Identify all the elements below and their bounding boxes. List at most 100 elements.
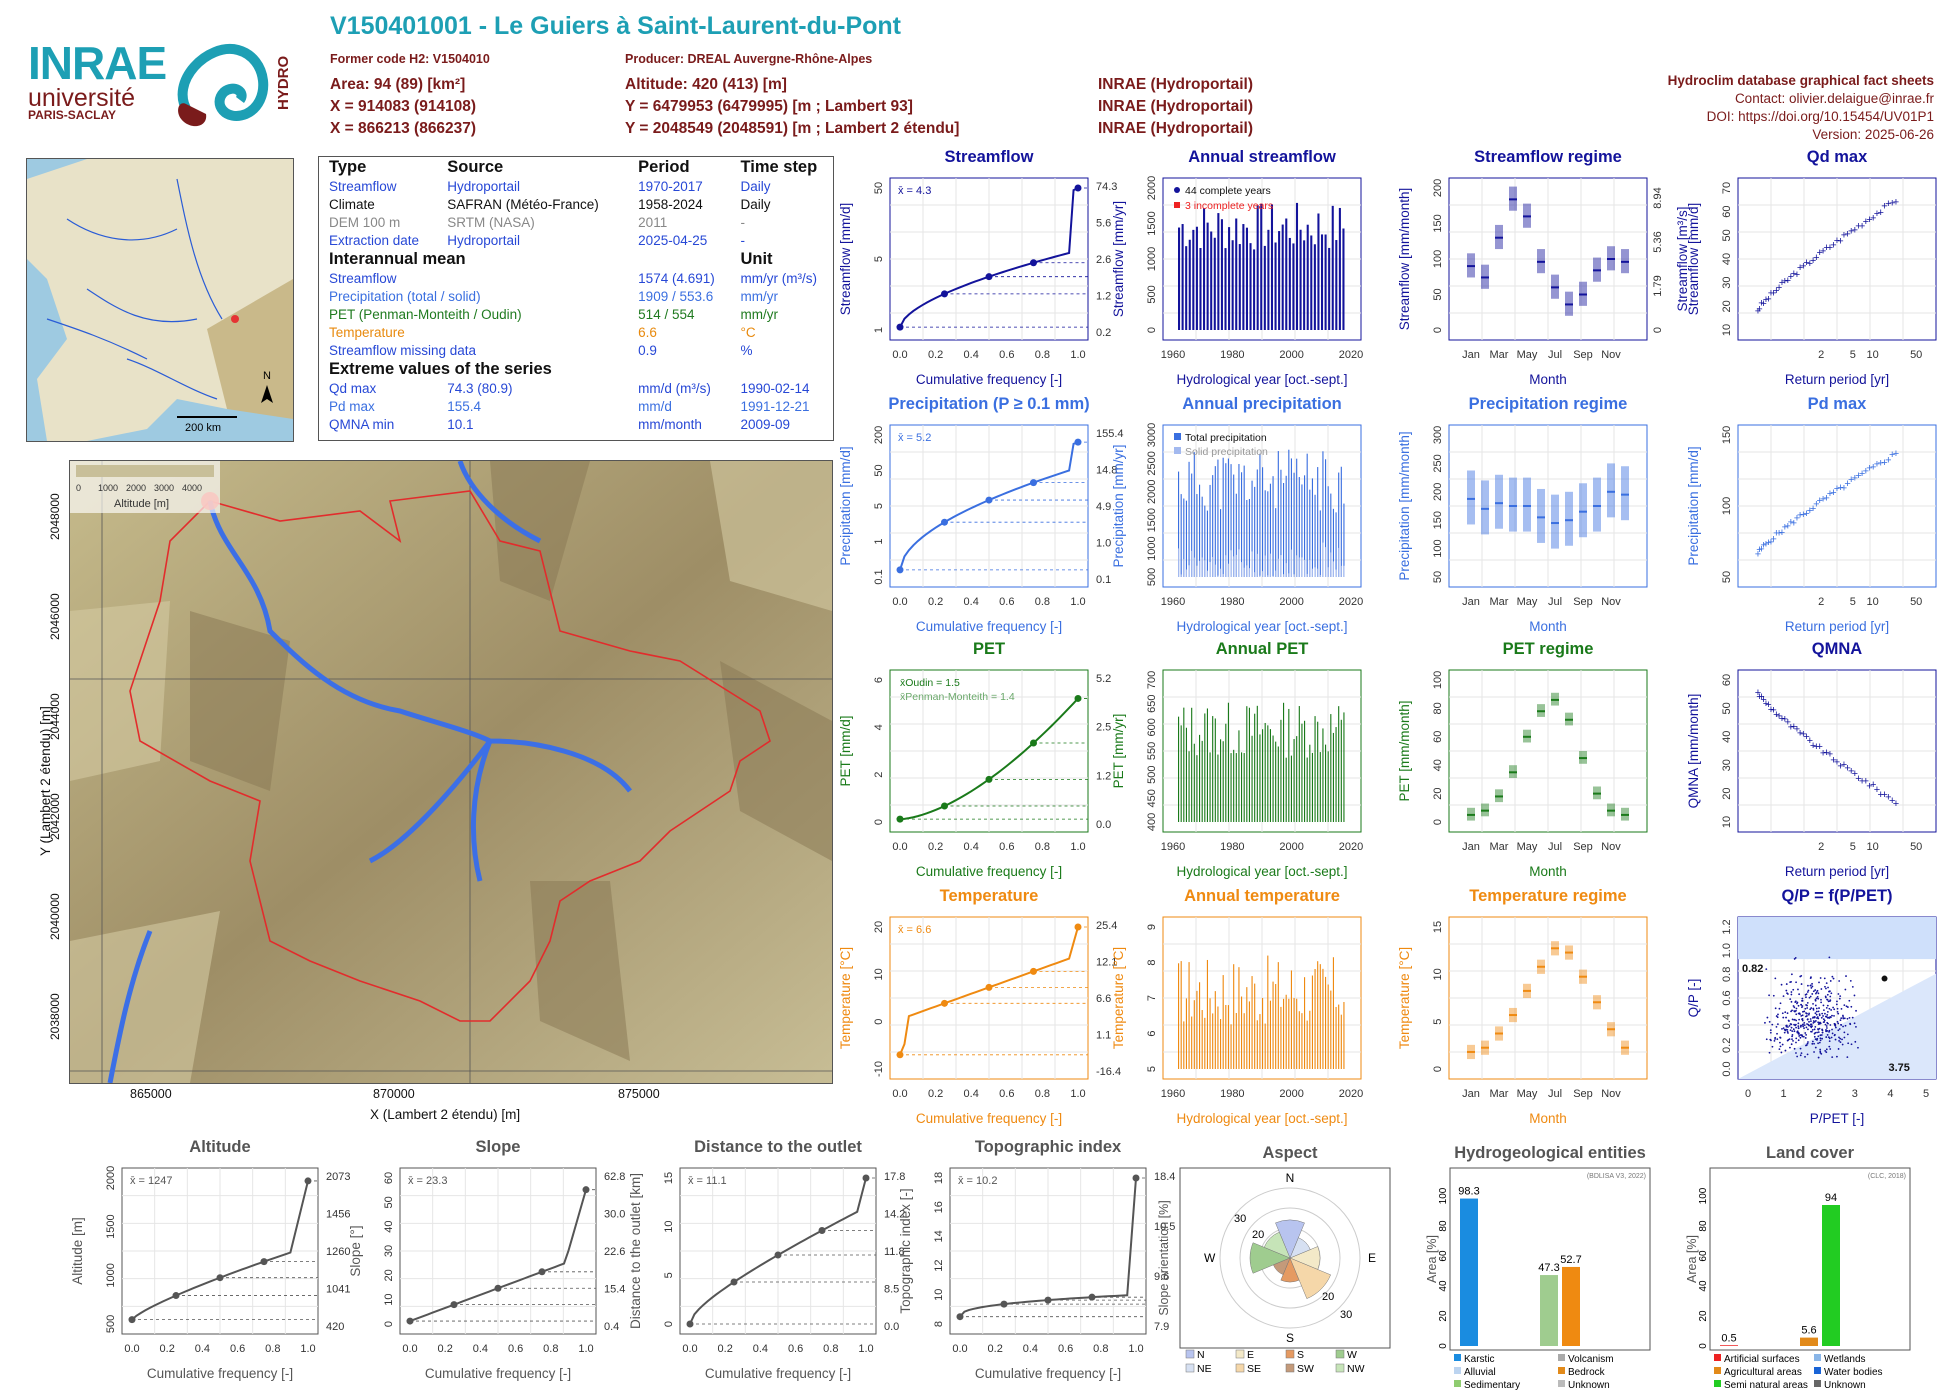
bar: [1285, 475, 1287, 577]
x-axis-label: Hydrological year [oct.-sept.]: [1176, 372, 1347, 387]
bar: [1264, 490, 1266, 577]
bar: [1246, 500, 1248, 577]
scatter-point: [1849, 1023, 1852, 1026]
x-tick-label: 0.8: [265, 1343, 280, 1355]
quantile-point: [582, 1186, 590, 1194]
bar-secondary: [1325, 547, 1327, 577]
bar: [1260, 203, 1263, 330]
y-tick-label: 50: [1432, 288, 1444, 300]
bar: [1241, 752, 1243, 822]
plot-area: [121, 1167, 319, 1335]
quantile-label: 155.4: [1096, 428, 1124, 440]
regime-box: [1495, 789, 1503, 803]
bar: [1199, 734, 1201, 822]
rp-point: +: [1866, 462, 1872, 474]
bar-secondary: [1178, 548, 1180, 577]
y-tick-label: 150: [1432, 214, 1444, 232]
legend-swatch: [1558, 1367, 1565, 1374]
scatter-point: [1813, 1028, 1816, 1031]
scatter-point: [1819, 1051, 1822, 1054]
bar: [1201, 496, 1203, 577]
bar: [1540, 1275, 1558, 1346]
scatter-point: [1794, 1023, 1797, 1026]
rp-point: +: [1841, 759, 1847, 771]
rp-point: +: [1817, 741, 1823, 753]
rp-point: +: [1794, 724, 1800, 736]
legend-swatch: [1714, 1367, 1721, 1374]
rose-ring: [1219, 1187, 1361, 1329]
scatter-point: [1790, 980, 1792, 983]
y-tick-label: 10: [663, 1221, 675, 1233]
cell: 1970-2017: [638, 178, 703, 194]
quantile-point: [1074, 694, 1082, 702]
x-tick-label: 0.2: [718, 1343, 733, 1355]
scatter-point: [1806, 1012, 1808, 1015]
scatter-point: [1801, 1034, 1803, 1037]
rp-point: +: [1863, 465, 1869, 477]
x-axis-label: Cumulative frequency [-]: [425, 1366, 571, 1381]
y-tick-label: -10: [873, 1061, 885, 1077]
rp-point: +: [1797, 728, 1803, 740]
catchment-map-svg: 0 1000 2000 3000 4000 Altitude [m]: [70, 461, 832, 1083]
x-axis-label: Month: [1529, 864, 1567, 879]
scatter-point: [1824, 1023, 1827, 1026]
regime-box: [1495, 224, 1503, 250]
x-tick-label: 2: [1818, 841, 1824, 853]
quantile-label: 0.0: [1096, 819, 1111, 831]
scatter-point: [1765, 1038, 1768, 1041]
scatter-point: [1816, 1031, 1818, 1034]
rp-point: +: [1776, 528, 1782, 540]
y-tick-label: 20: [1432, 787, 1444, 799]
quantile-label: 5.6: [1096, 218, 1111, 230]
rp-point: +: [1770, 534, 1776, 546]
rp-point: +: [1776, 711, 1782, 723]
scatter-point: [1842, 1025, 1844, 1028]
legend-tick: 2000: [126, 483, 146, 493]
bar: [1277, 746, 1279, 822]
bar: [1293, 472, 1295, 577]
scatter-point: [1843, 1031, 1846, 1034]
y-tick-label: 20: [873, 921, 885, 933]
quantile-point: [1044, 1296, 1052, 1304]
scatter-point: [1800, 1034, 1803, 1036]
bar: [1243, 1013, 1245, 1069]
scatter-point: [1833, 1024, 1836, 1026]
rp-point: +: [1841, 483, 1847, 495]
bar: [1325, 459, 1327, 577]
bar: [1227, 458, 1229, 577]
rp-point: +: [1779, 277, 1785, 289]
rp-point: +: [1791, 721, 1797, 733]
scatter-point: [1778, 1007, 1781, 1010]
panel-title: Topographic index: [975, 1138, 1122, 1156]
quantile-label: 1041: [326, 1284, 350, 1296]
bar: [1340, 1014, 1342, 1069]
x-axis-label: Return period [yr]: [1785, 864, 1889, 879]
bar: [1203, 208, 1206, 330]
bar: [1332, 508, 1334, 577]
scatter-point: [1834, 1038, 1837, 1041]
scatter-point: [1810, 1030, 1812, 1033]
rp-point: +: [1756, 544, 1762, 556]
bar-secondary: [1222, 573, 1224, 577]
scatter-point: [1829, 1016, 1832, 1018]
scatter-point: [1809, 1018, 1812, 1020]
regime-box: [1495, 474, 1503, 529]
x-tick-label: 2: [1816, 1088, 1822, 1100]
bar: [1290, 755, 1292, 822]
scatter-point: [1795, 1013, 1798, 1016]
plot-area: [889, 177, 1089, 341]
scatter-point: [1790, 1026, 1793, 1029]
quantile-label: 2.5: [1096, 722, 1111, 734]
map-xtick: 865000: [130, 1087, 172, 1101]
rp-point: +: [1852, 768, 1858, 780]
scatter-point: [1783, 1028, 1786, 1031]
scatter-point: [1779, 1036, 1781, 1039]
panel-title: Streamflow regime: [1474, 148, 1622, 166]
bar: [1319, 510, 1321, 577]
source-note: (BDLISA V3, 2022): [1587, 1173, 1646, 1180]
scatter-point: [1825, 1025, 1828, 1027]
scatter-point: [1820, 1034, 1823, 1036]
quantile-point: [1000, 1300, 1008, 1308]
scatter-point: [1828, 1029, 1831, 1032]
cell: mm/yr: [740, 288, 778, 304]
